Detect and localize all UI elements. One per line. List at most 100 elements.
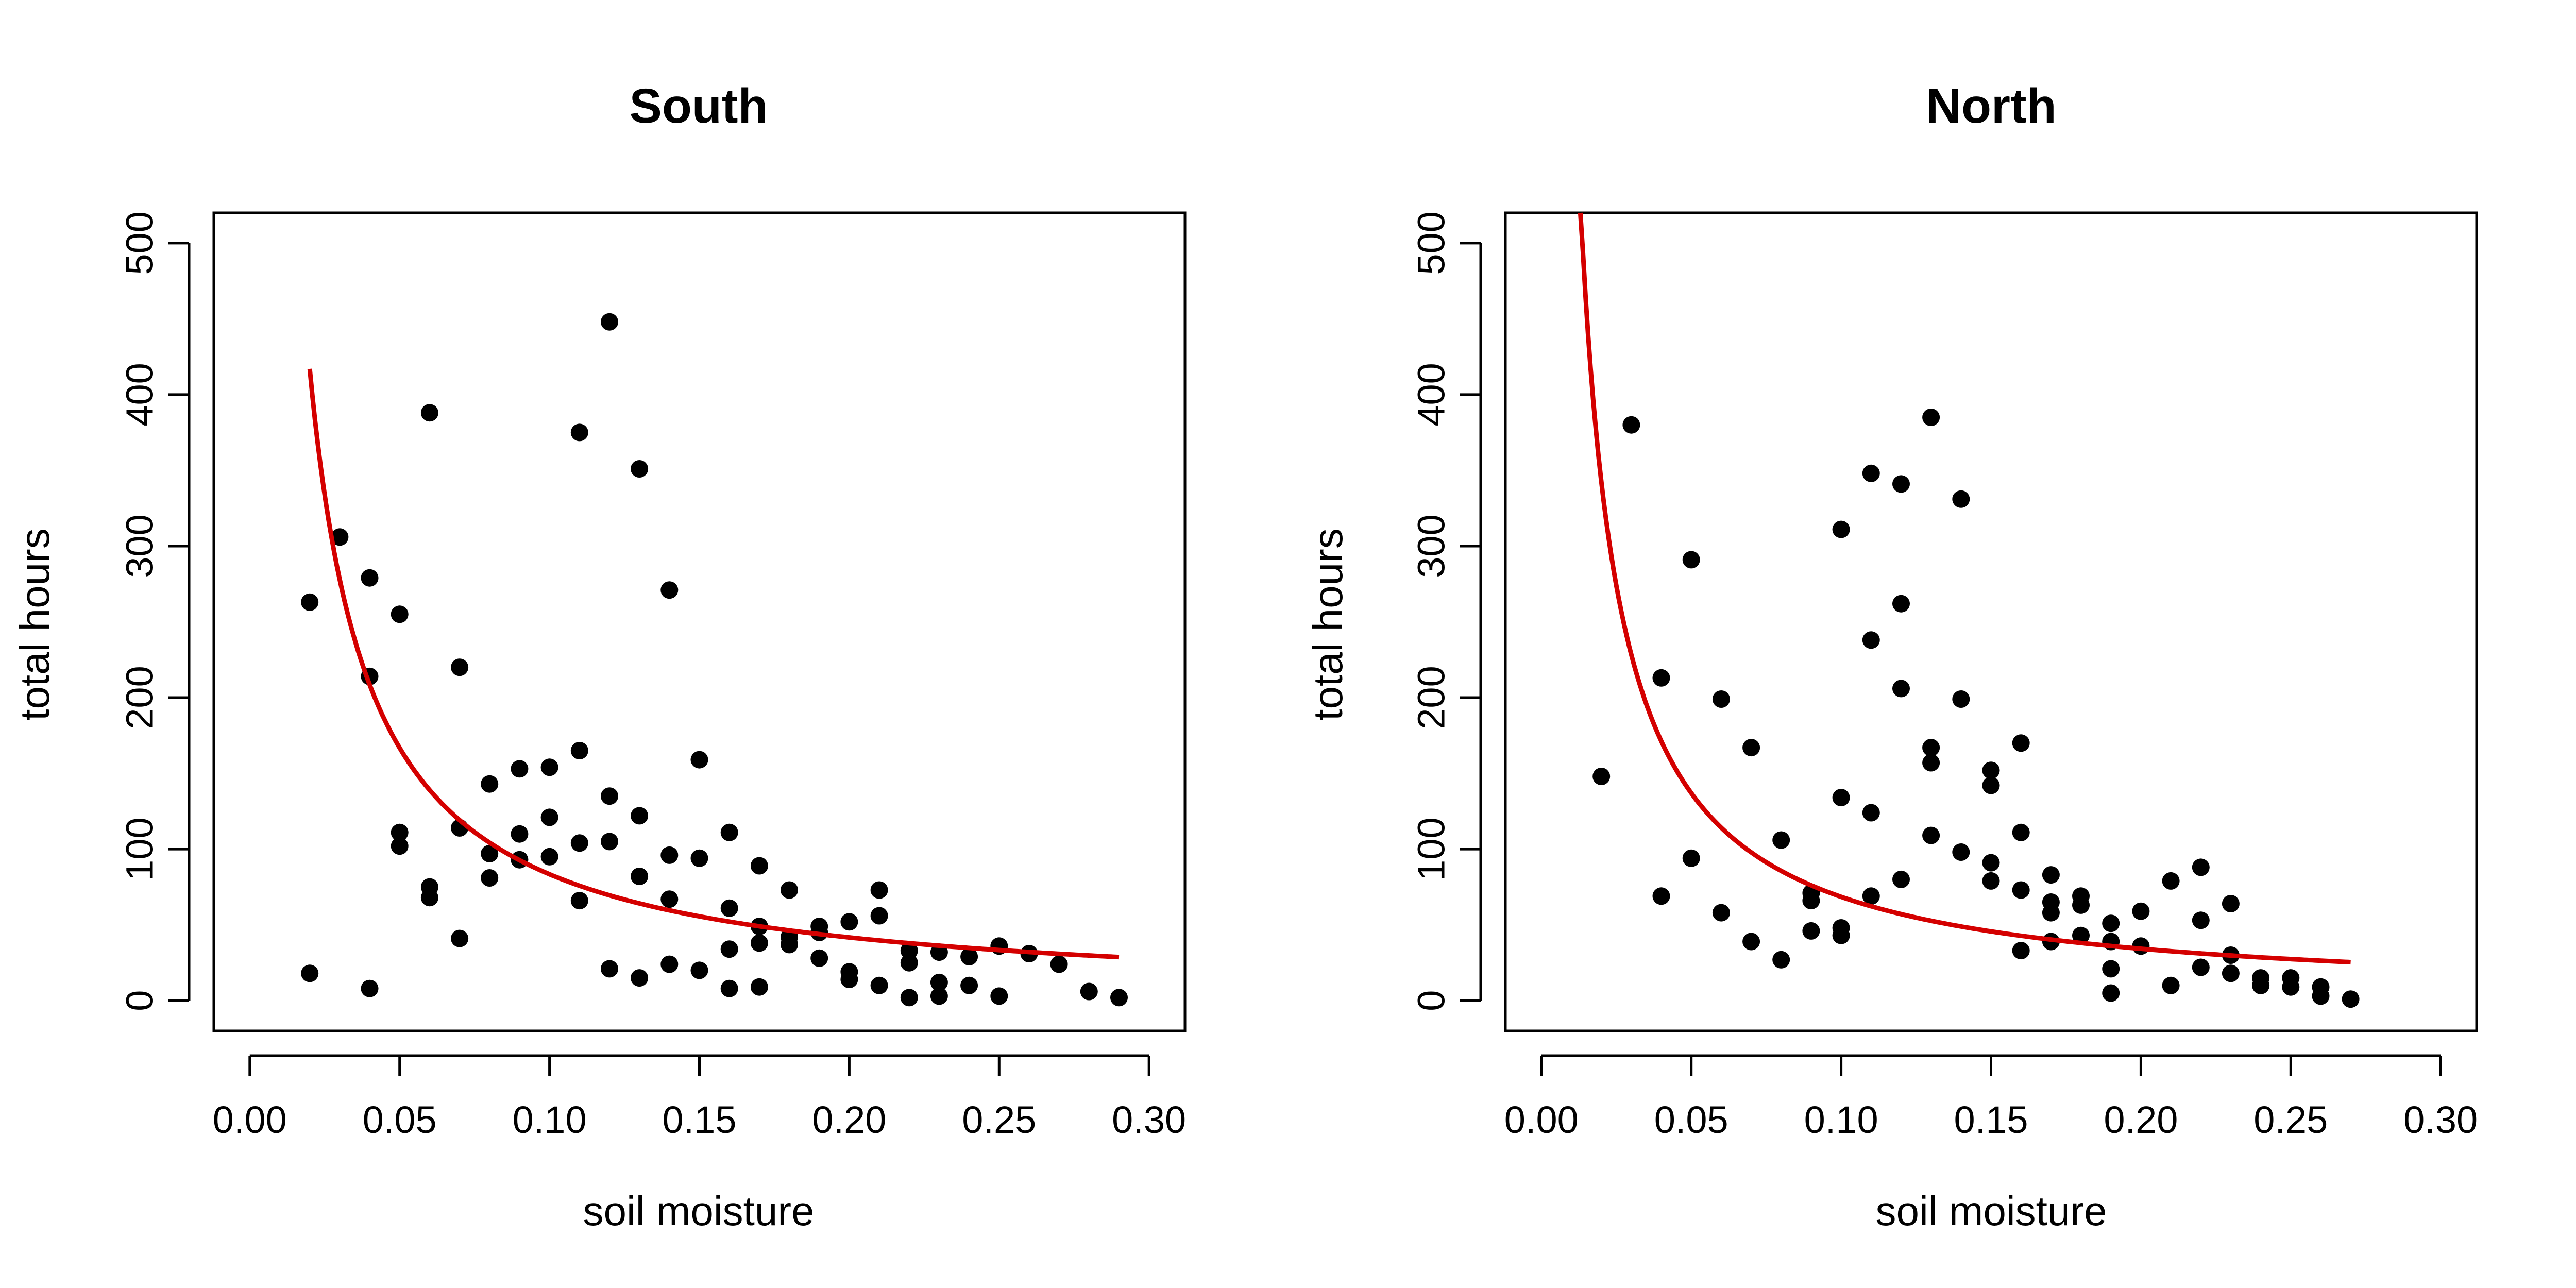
data-point [660, 890, 679, 908]
x-tick-label: 0.15 [662, 1098, 736, 1141]
y-axis: 0 100 200 300 400 500 [118, 211, 191, 1011]
data-point [511, 825, 529, 843]
data-point [900, 954, 918, 972]
data-point [2192, 911, 2210, 929]
data-point [2222, 964, 2240, 982]
data-point [690, 849, 708, 867]
data-point [570, 892, 588, 910]
x-axis-label: soil moisture [1875, 1188, 2107, 1234]
y-axis-label: total hours [1305, 528, 1351, 721]
x-tick-label: 0.25 [2253, 1098, 2328, 1141]
south-panel: South soil moisture total hours 0.00 0.05… [12, 79, 1187, 1234]
data-point [2042, 866, 2060, 884]
data-point [1922, 754, 1940, 772]
data-point [1862, 804, 1880, 822]
fit-curve [1578, 212, 2351, 965]
data-point [2192, 858, 2210, 876]
data-point [870, 907, 888, 925]
data-point [481, 869, 499, 887]
y-axis: 0 100 200 300 400 500 [1410, 211, 1482, 1011]
data-point [570, 423, 588, 442]
data-point [2132, 902, 2150, 920]
y-tick-label: 0 [1410, 990, 1453, 1011]
data-point [1832, 789, 1850, 807]
x-tick-label: 0.10 [1804, 1098, 1878, 1141]
data-point [2162, 976, 2180, 994]
data-point [540, 808, 558, 826]
y-tick-label: 0 [118, 990, 161, 1011]
data-point [690, 961, 708, 979]
data-point [2162, 872, 2180, 890]
data-point [750, 934, 768, 952]
data-point [960, 976, 978, 994]
data-point [601, 313, 618, 331]
data-point [2012, 942, 2030, 960]
data-point [1802, 922, 1820, 940]
data-point [1862, 887, 1880, 905]
x-tick-label: 0.25 [962, 1098, 1036, 1141]
data-point [781, 881, 798, 899]
data-point [1952, 843, 1970, 861]
data-point [930, 987, 948, 1005]
data-point [1652, 669, 1670, 687]
data-point [631, 969, 649, 987]
data-point [840, 913, 858, 931]
data-point [1772, 831, 1790, 849]
north-panel: North soil moisture total hours 0.00 0.05… [1305, 79, 2478, 1234]
data-point [1712, 904, 1730, 922]
y-tick-label: 300 [1410, 514, 1453, 578]
scatter-points [301, 313, 1128, 1007]
data-point [2102, 914, 2120, 933]
data-point [2282, 978, 2300, 996]
y-tick-label: 500 [118, 211, 161, 275]
data-point [451, 929, 469, 947]
data-point [1050, 955, 1068, 973]
x-tick-label: 0.05 [363, 1098, 437, 1141]
data-point [1862, 631, 1880, 649]
data-point [1892, 475, 1910, 493]
data-point [1682, 849, 1700, 867]
x-tick-label: 0.00 [1504, 1098, 1579, 1141]
data-point [2252, 976, 2270, 994]
data-point [960, 947, 978, 965]
data-point [631, 807, 649, 825]
data-point [1922, 739, 1940, 757]
data-point [361, 569, 379, 587]
data-point [1652, 887, 1670, 905]
data-point [301, 964, 319, 982]
data-point [1832, 926, 1850, 944]
data-point [540, 758, 558, 776]
y-axis-label: total hours [12, 528, 58, 721]
data-point [570, 742, 588, 759]
data-point [1742, 739, 1760, 757]
data-point [1922, 826, 1940, 844]
data-point [1742, 933, 1760, 951]
x-axis-label: soil moisture [583, 1188, 814, 1234]
data-point [2312, 987, 2330, 1005]
data-point [601, 960, 618, 978]
data-point [1922, 409, 1940, 426]
data-point [720, 940, 738, 958]
data-point [660, 581, 679, 599]
data-point [1110, 989, 1128, 1007]
panel-title: North [1926, 79, 2056, 133]
y-tick-label: 200 [118, 666, 161, 729]
data-point [1592, 768, 1611, 785]
data-point [1982, 854, 2000, 872]
data-point [750, 978, 768, 996]
x-tick-label: 0.20 [812, 1098, 886, 1141]
data-point [391, 605, 409, 623]
data-point [2012, 734, 2030, 752]
data-point [1682, 551, 1700, 569]
plot-frame [212, 211, 1187, 1032]
data-point [1862, 464, 1880, 482]
data-point [1892, 680, 1910, 698]
data-point [570, 834, 588, 852]
data-point [660, 955, 679, 973]
data-point [1712, 690, 1730, 708]
data-point [1622, 416, 1640, 434]
data-point [420, 889, 438, 907]
data-point [1982, 776, 2000, 794]
data-point [720, 823, 738, 841]
data-point [331, 528, 349, 546]
